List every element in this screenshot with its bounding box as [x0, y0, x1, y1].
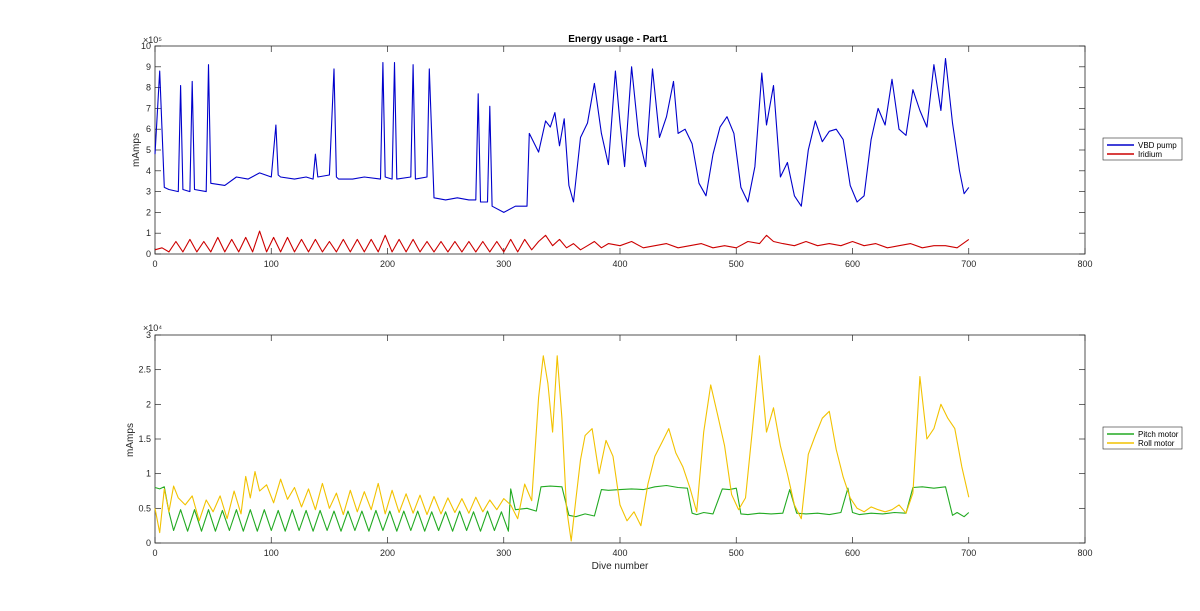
lower-plot-frame: [154, 334, 1086, 544]
series-line-vbd-pump: [154, 57, 970, 213]
y-tick-label: 5: [146, 145, 151, 155]
upper-y-axis-label: mAmps: [131, 133, 142, 167]
x-tick-label: 400: [612, 548, 627, 558]
x-tick-label: 500: [729, 548, 744, 558]
series-line-iridium: [154, 230, 970, 253]
y-tick-label: 1: [146, 228, 151, 238]
x-tick-label: 800: [1077, 548, 1092, 558]
upper-plot-frame: [154, 45, 1086, 255]
x-tick-label: 100: [264, 259, 279, 269]
energy-usage-upper-chart: Energy usage - Part1 0 100 200 300 400 500 600…: [131, 34, 1183, 269]
lower-y-axis-label: mAmps: [125, 423, 136, 457]
y-tick-label: 4: [146, 166, 151, 176]
lower-y-exponent: ×10⁴: [143, 323, 162, 333]
legend-label-vbd-pump: VBD pump: [1138, 141, 1177, 150]
lower-series: [154, 355, 970, 542]
lower-x-axis-label: Dive number: [592, 561, 649, 572]
x-tick-label: 200: [380, 548, 395, 558]
chart-title: Energy usage - Part1: [568, 34, 668, 45]
y-tick-label: 1: [146, 469, 151, 479]
y-tick-label: 2: [146, 207, 151, 217]
x-tick-label: 0: [152, 259, 157, 269]
lower-legend: Pitch motor Roll motor: [1102, 426, 1183, 450]
y-tick-label: 2.5: [138, 365, 151, 375]
x-tick-label: 300: [496, 259, 511, 269]
x-tick-label: 400: [612, 259, 627, 269]
y-tick-label: 7: [146, 103, 151, 113]
x-tick-label: 700: [961, 548, 976, 558]
legend-label-roll-motor: Roll motor: [1138, 439, 1175, 448]
upper-series: [154, 57, 970, 253]
x-tick-label: 200: [380, 259, 395, 269]
legend-label-iridium: Iridium: [1138, 150, 1162, 159]
y-tick-label: 8: [146, 83, 151, 93]
y-tick-label: 6: [146, 124, 151, 134]
x-tick-label: 600: [845, 548, 860, 558]
series-line-pitch-motor: [154, 484, 970, 532]
y-tick-label: 1.5: [138, 434, 151, 444]
x-tick-label: 0: [152, 548, 157, 558]
y-tick-label: 0: [146, 249, 151, 259]
series-line-roll-motor: [154, 355, 970, 542]
y-tick-label: 9: [146, 62, 151, 72]
upper-y-exponent: ×10⁵: [143, 35, 162, 45]
legend-label-pitch-motor: Pitch motor: [1138, 430, 1179, 439]
y-tick-label: 3: [146, 330, 151, 340]
y-tick-label: 0.5: [138, 503, 151, 513]
y-tick-label: 10: [141, 41, 151, 51]
x-tick-label: 100: [264, 548, 279, 558]
y-tick-label: 0: [146, 538, 151, 548]
energy-usage-lower-chart: 0 100 200 300 400 500 600 700 800 0 0.5 1 1.5 2 2.5 3 ×…: [125, 323, 1183, 572]
upper-ticks: 0 100 200 300 400 500 600 700 800 0 1 2 3 4 5 6 7 8 9 10: [141, 41, 1093, 269]
x-tick-label: 800: [1077, 259, 1092, 269]
x-tick-label: 500: [729, 259, 744, 269]
y-tick-label: 2: [146, 399, 151, 409]
x-tick-label: 600: [845, 259, 860, 269]
x-tick-label: 300: [496, 548, 511, 558]
y-tick-label: 3: [146, 187, 151, 197]
x-tick-label: 700: [961, 259, 976, 269]
upper-legend: VBD pump Iridium: [1102, 137, 1183, 161]
lower-ticks: 0 100 200 300 400 500 600 700 800 0 0.5 1 1.5 2 2.5 3: [138, 330, 1092, 558]
